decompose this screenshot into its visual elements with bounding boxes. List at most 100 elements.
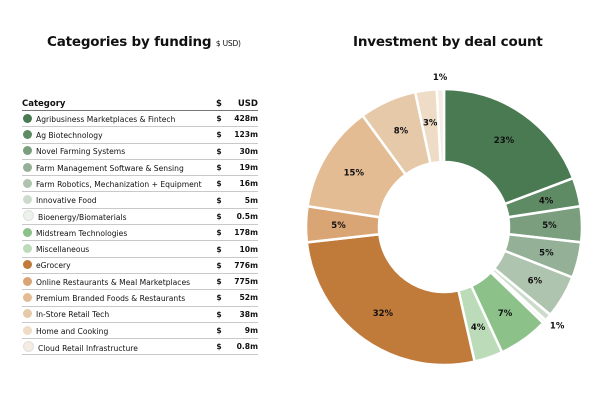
category-color-swatch xyxy=(23,195,32,205)
category-color-swatch xyxy=(23,244,32,254)
category-color-swatch xyxy=(23,162,32,172)
category-color-swatch xyxy=(23,113,32,123)
amount-cell: 0.5m xyxy=(226,208,258,226)
category-cell: Farm Management Software & Sensing xyxy=(22,159,212,177)
category-label: Agribusiness Marketplaces & Fintech xyxy=(36,114,176,124)
table-row: Ag Biotechnology $123m xyxy=(22,126,258,144)
slice-data-label: 8% xyxy=(394,127,409,137)
category-cell: Premium Branded Foods & Restaurants xyxy=(22,289,212,307)
slice-data-label: 5% xyxy=(331,221,346,231)
currency-cell: $ xyxy=(212,175,226,193)
category-color-swatch xyxy=(23,325,32,335)
slice-data-label: 1% xyxy=(550,321,565,331)
category-color-swatch xyxy=(23,260,32,270)
currency-cell: $ xyxy=(212,257,226,274)
slice-data-label: 32% xyxy=(373,309,394,319)
categories-funding-table: Category $ USD Agribusiness Marketplaces… xyxy=(22,97,258,356)
category-cell: Farm Robotics, Mechanization + Equipment xyxy=(22,175,212,193)
currency-cell: $ xyxy=(212,240,226,258)
amount-cell: 123m xyxy=(226,126,258,144)
category-cell: Miscellaneous xyxy=(22,240,212,258)
currency-cell: $ xyxy=(212,289,226,307)
category-cell: Online Restaurants & Meal Marketplaces xyxy=(22,273,212,291)
category-color-swatch xyxy=(23,309,32,319)
category-color-swatch xyxy=(23,178,32,188)
category-color-swatch xyxy=(23,292,32,302)
currency-cell: $ xyxy=(212,338,226,356)
slice-data-label: 5% xyxy=(542,221,557,231)
funding-table-title-unit: $ USD) xyxy=(215,39,241,48)
category-color-swatch xyxy=(23,146,32,156)
donut-slice xyxy=(435,87,446,164)
slice-data-label: 7% xyxy=(498,309,513,319)
amount-cell: 10m xyxy=(226,240,258,258)
category-label: Ag Biotechnology xyxy=(36,130,103,140)
category-color-swatch xyxy=(23,227,32,237)
funding-table-title-text: Categories by funding xyxy=(47,34,212,50)
table-row: Miscellaneous $10m xyxy=(22,240,258,258)
amount-cell: 9m xyxy=(226,322,258,340)
category-color-swatch xyxy=(23,129,32,139)
category-cell: Midstream Technologies xyxy=(22,224,212,242)
currency-cell: $ xyxy=(212,159,226,177)
category-cell: Cloud Retail Infrastructure xyxy=(22,338,212,356)
amount-cell: 0.8m xyxy=(226,338,258,356)
currency-cell: $ xyxy=(212,273,226,291)
categories-table-body: Agribusiness Marketplaces & Fintech $428m… xyxy=(22,110,258,356)
funding-table-title: Categories by funding $ USD) xyxy=(47,34,241,50)
donut-slice xyxy=(305,232,477,367)
currency-column-header: $ xyxy=(212,97,226,111)
category-cell: In-Store Retail Tech xyxy=(22,306,212,323)
category-label: Miscellaneous xyxy=(36,245,90,255)
category-cell: Bioenergy/Biomaterials xyxy=(22,208,212,226)
category-cell: Agribusiness Marketplaces & Fintech xyxy=(22,110,212,128)
currency-cell: $ xyxy=(212,224,226,242)
category-cell: eGrocery xyxy=(22,257,212,274)
category-cell: Novel Farming Systems xyxy=(22,143,212,160)
table-row: Farm Robotics, Mechanization + Equipment… xyxy=(22,175,258,193)
slice-data-label: 23% xyxy=(494,136,515,146)
category-label: Bioenergy/Biomaterials xyxy=(38,213,127,223)
amount-cell: 776m xyxy=(226,257,258,274)
slice-data-label: 3% xyxy=(423,118,438,128)
currency-cell: $ xyxy=(212,110,226,128)
table-row: Agribusiness Marketplaces & Fintech $428m xyxy=(22,110,258,128)
table-row: Midstream Technologies $178m xyxy=(22,224,258,242)
table-row: Premium Branded Foods & Restaurants $52m xyxy=(22,289,258,307)
currency-cell: $ xyxy=(212,208,226,226)
category-label: Home and Cooking xyxy=(36,326,109,336)
category-label: In-Store Retail Tech xyxy=(36,310,110,320)
category-color-swatch xyxy=(23,210,34,222)
category-label: Premium Branded Foods & Restaurants xyxy=(36,293,186,303)
amount-cell: 19m xyxy=(226,159,258,177)
category-label: eGrocery xyxy=(36,261,71,271)
amount-cell: 16m xyxy=(226,175,258,193)
amount-cell: 52m xyxy=(226,289,258,307)
category-label: Cloud Retail Infrastructure xyxy=(38,343,138,353)
category-column-header: Category xyxy=(22,97,212,111)
category-label: Novel Farming Systems xyxy=(36,147,126,157)
table-row: Innovative Food $5m xyxy=(22,191,258,209)
currency-cell: $ xyxy=(212,322,226,340)
table-row: In-Store Retail Tech $38m xyxy=(22,306,258,323)
slice-data-label: 1% xyxy=(433,73,448,83)
currency-cell: $ xyxy=(212,143,226,160)
deal-count-chart-title: Investment by deal count xyxy=(353,34,543,50)
table-header-row: Category $ USD xyxy=(22,97,258,111)
slice-data-label: 4% xyxy=(539,196,554,206)
category-cell: Home and Cooking xyxy=(22,322,212,340)
amount-cell: 428m xyxy=(226,110,258,128)
currency-cell: $ xyxy=(212,191,226,209)
table-row: Farm Management Software & Sensing $19m xyxy=(22,159,258,177)
slice-data-label: 5% xyxy=(539,248,554,258)
category-label: Farm Management Software & Sensing xyxy=(36,163,184,173)
currency-cell: $ xyxy=(212,126,226,144)
slice-data-label: 15% xyxy=(344,168,365,178)
amount-cell: 30m xyxy=(226,143,258,160)
category-label: Online Restaurants & Meal Marketplaces xyxy=(36,277,191,287)
usd-column-header: USD xyxy=(226,97,258,111)
slice-data-label: 6% xyxy=(528,277,543,287)
slice-data-label: 4% xyxy=(471,323,486,333)
category-cell: Innovative Food xyxy=(22,191,212,209)
